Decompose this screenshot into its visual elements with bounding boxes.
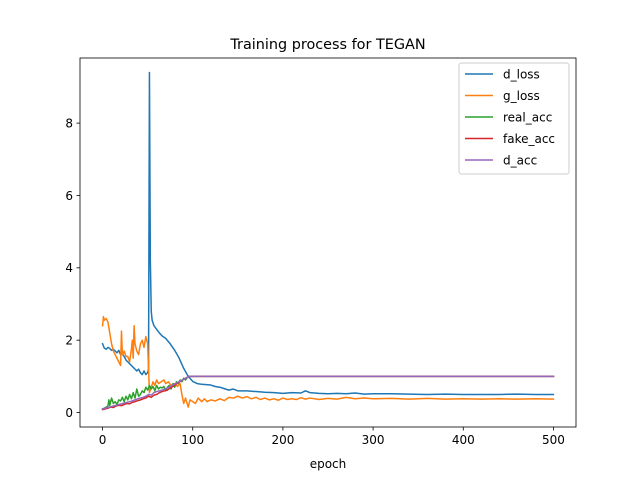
x-tick-label: 400 [452, 433, 475, 447]
series-line-d-acc [101, 375, 555, 410]
x-axis: 0 100 200 300 400 500 [99, 427, 565, 447]
x-tick-label: 200 [271, 433, 294, 447]
legend-label-fake-acc: fake_acc [503, 132, 555, 146]
y-tick-label: 6 [65, 189, 73, 203]
y-tick-label: 8 [65, 116, 73, 130]
y-tick-label: 4 [65, 261, 73, 275]
y-tick-label: 0 [65, 406, 73, 420]
plot-area [101, 71, 555, 411]
series-line-d-loss [101, 71, 555, 396]
chart-title: Training process for TEGAN [229, 37, 425, 53]
legend-box [458, 62, 570, 175]
plot-frame [79, 57, 577, 428]
y-tick-label: 2 [65, 333, 73, 347]
x-tick-label: 100 [181, 433, 204, 447]
x-tick-label: 0 [99, 433, 107, 447]
legend-label-g-loss: g_loss [503, 89, 540, 103]
series-line-g-loss [101, 315, 555, 408]
legend-label-real-acc: real_acc [503, 110, 552, 124]
legend-label-d-acc: d_acc [503, 153, 537, 167]
x-tick-label: 500 [542, 433, 565, 447]
legend-label-d-loss: d_loss [503, 67, 540, 81]
x-tick-label: 300 [362, 433, 385, 447]
legend: d_loss g_loss real_acc fake_acc d_acc [458, 62, 570, 175]
y-axis: 0 2 4 6 8 [65, 116, 80, 420]
x-axis-label: epoch [310, 457, 347, 471]
